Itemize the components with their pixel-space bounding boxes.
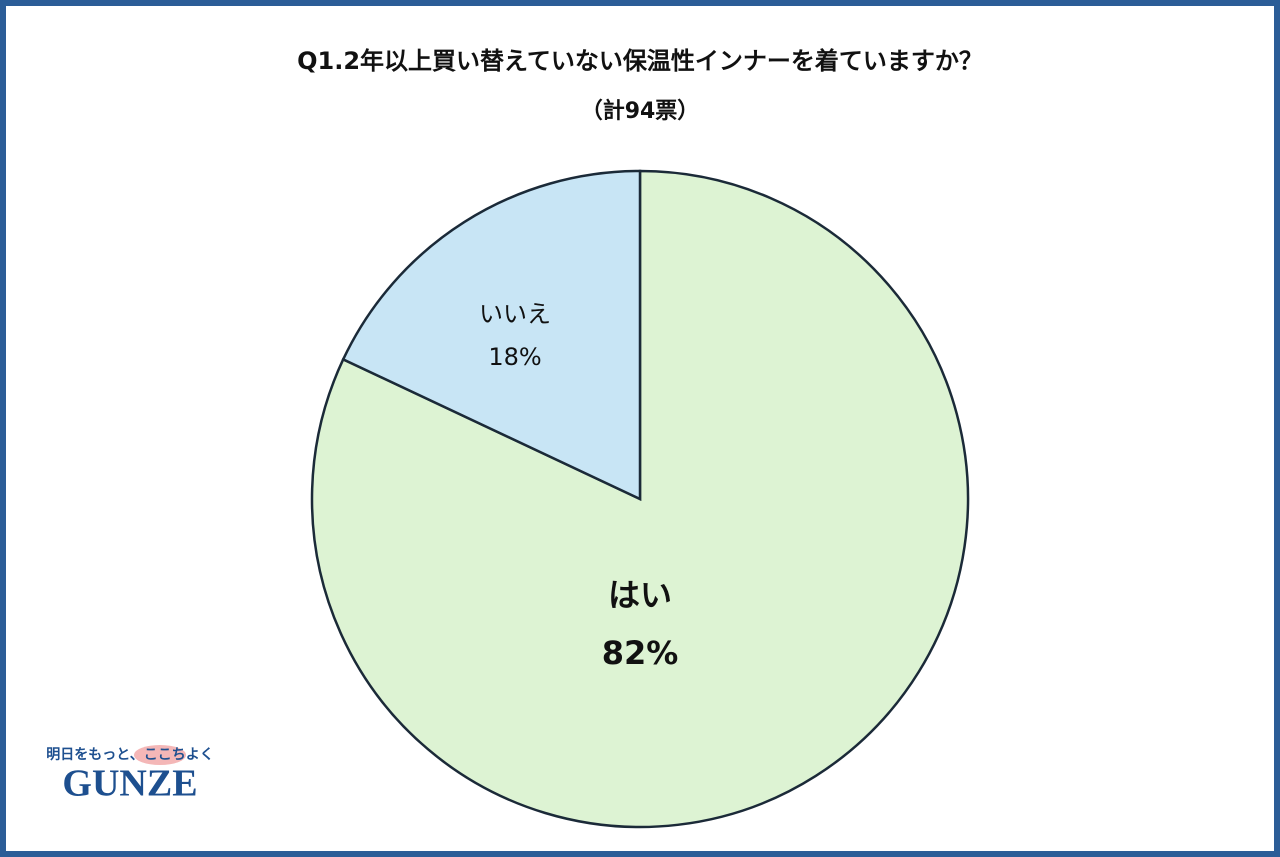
logo-tagline: 明日をもっと、ここちよく (46, 747, 213, 763)
pie-slice (341, 169, 642, 501)
slice-label: いいえ (479, 300, 551, 328)
pie: はい 82% いいえ 18% (310, 169, 970, 829)
chart-subtitle: （計94票） (581, 98, 700, 124)
logo-accent (134, 745, 186, 765)
slice-label: はい (608, 576, 672, 614)
logo: 明日をもっと、ここちよく GUNZE (46, 745, 214, 805)
logo-name: GUNZE (62, 763, 197, 805)
chart-title: Q1.2年以上買い替えていない保温性インナーを着ていますか？ (297, 47, 983, 75)
slice-value-label: 82% (602, 634, 679, 672)
slice-value-label: 18% (488, 343, 541, 371)
